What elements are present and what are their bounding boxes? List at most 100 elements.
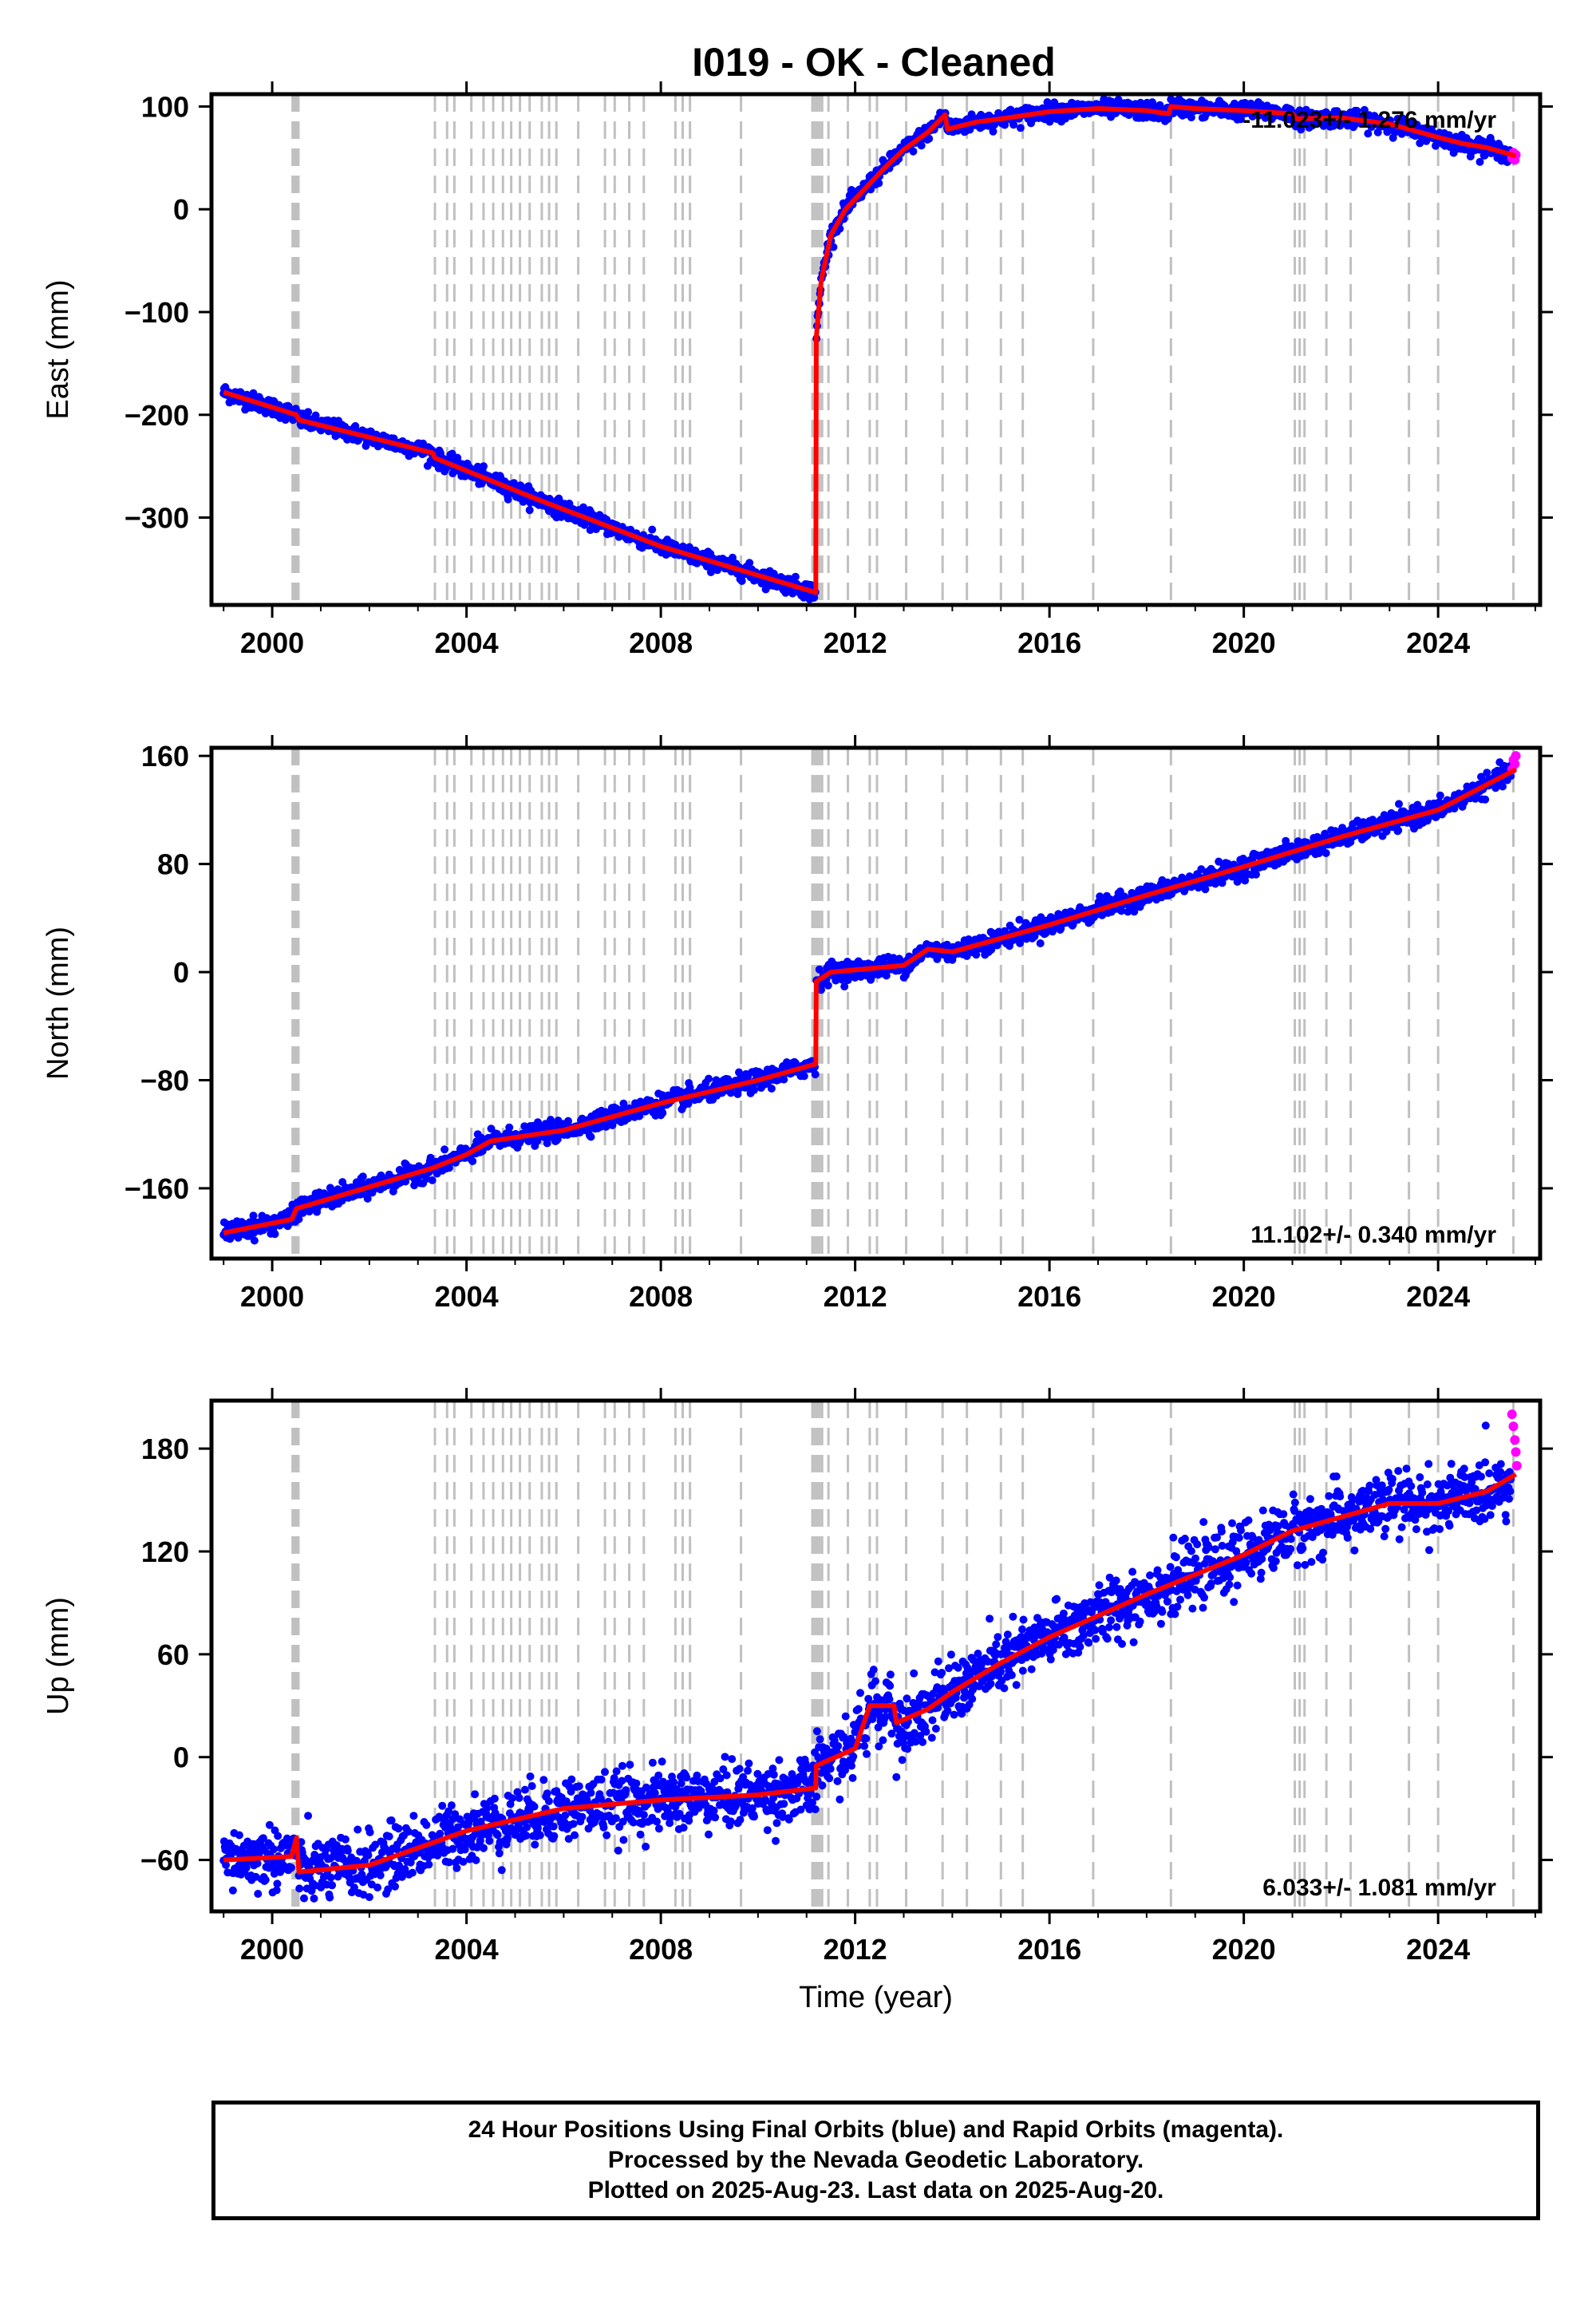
- final-orbit-point: [1360, 105, 1369, 114]
- final-orbit-point: [440, 1145, 449, 1154]
- x-tick-label: 2008: [629, 1280, 693, 1313]
- figure-title: I019 - OK - Cleaned: [692, 40, 1056, 85]
- final-orbit-point: [295, 1884, 304, 1893]
- model-fit-line: [223, 104, 1517, 595]
- final-orbit-point: [1106, 895, 1115, 903]
- y-tick-label: 0: [173, 956, 189, 989]
- rate-label: 11.102+/- 0.340 mm/yr: [1250, 1222, 1496, 1248]
- final-orbit-point: [875, 179, 883, 188]
- final-orbit-point: [249, 1211, 258, 1220]
- final-orbit-point: [371, 1840, 380, 1849]
- x-tick-label: 2004: [435, 626, 499, 659]
- final-orbit-point: [1036, 939, 1045, 947]
- rate-label: -11.023+/- 1.276 mm/yr: [1242, 107, 1496, 133]
- final-orbit-point: [271, 1230, 279, 1239]
- final-orbit-point: [480, 462, 488, 471]
- final-orbit-point: [358, 1172, 367, 1181]
- final-orbit-point: [840, 982, 849, 991]
- final-orbit-point: [326, 1873, 335, 1882]
- final-orbit-point: [510, 479, 518, 488]
- model-fit-line: [223, 767, 1517, 1235]
- final-orbit-point: [658, 1109, 667, 1117]
- final-orbit-point: [254, 1890, 263, 1898]
- axes-frame: [209, 92, 1543, 607]
- final-orbit-point: [365, 1893, 373, 1902]
- x-tick-label: 2000: [240, 1280, 304, 1313]
- final-orbit-point: [1117, 907, 1126, 915]
- final-orbit-point: [287, 1863, 295, 1872]
- final-orbit-point: [304, 1812, 313, 1820]
- final-orbit-point: [587, 1132, 595, 1141]
- final-orbit-point: [272, 1886, 281, 1895]
- y-tick-label: −100: [124, 296, 189, 329]
- x-tick-label: 2012: [824, 626, 887, 659]
- y-axis-label: North (mm): [41, 927, 75, 1080]
- final-orbit-point: [800, 1072, 808, 1081]
- up-panel: 2000 2004 2008 2012 2016 2020 2024180120600−60…: [41, 1388, 1553, 2014]
- final-orbit-point: [750, 1085, 758, 1094]
- final-orbit-point: [1436, 791, 1444, 800]
- final-orbit-point: [300, 1894, 308, 1903]
- final-orbit-point: [250, 1236, 259, 1245]
- x-tick-label: 2008: [629, 626, 693, 659]
- x-tick-label: 2000: [240, 626, 304, 659]
- final-orbit-point: [326, 1893, 334, 1902]
- final-orbit-point: [259, 1834, 267, 1843]
- final-orbit-point: [767, 1085, 776, 1093]
- final-orbit-point: [261, 1875, 270, 1884]
- rapid-orbit-point: [1510, 759, 1520, 769]
- final-orbit-point: [987, 945, 996, 954]
- final-orbit-point: [1483, 769, 1491, 777]
- final-orbit-point: [350, 1883, 358, 1892]
- final-orbit-point: [242, 1863, 251, 1872]
- final-orbit-point: [294, 1215, 303, 1223]
- final-orbit-point: [1499, 782, 1507, 791]
- x-tick-label: 2024: [1406, 626, 1470, 659]
- final-orbit-point: [1016, 124, 1025, 132]
- final-orbit-point: [824, 981, 832, 990]
- final-orbit-point: [829, 243, 838, 251]
- final-orbit-point: [851, 974, 859, 982]
- final-orbit-point: [1321, 849, 1330, 857]
- final-orbit-point: [1395, 800, 1403, 808]
- final-orbit-point: [1398, 114, 1407, 123]
- final-orbit-point: [1481, 795, 1490, 804]
- final-orbit-point: [1476, 157, 1484, 166]
- final-orbit-points: [219, 95, 1515, 603]
- x-tick-label: 2020: [1212, 626, 1276, 659]
- x-tick-label: 2020: [1212, 1280, 1276, 1313]
- final-orbit-point: [310, 1894, 318, 1903]
- final-orbit-point: [1096, 892, 1104, 901]
- final-orbit-point: [648, 525, 657, 534]
- final-orbit-point: [1201, 885, 1210, 894]
- final-orbit-point: [1187, 113, 1195, 122]
- final-orbit-point: [972, 951, 981, 959]
- final-orbit-point: [1282, 836, 1290, 845]
- final-orbit-point: [1241, 876, 1250, 885]
- final-orbit-point: [273, 1879, 282, 1888]
- final-orbit-point: [1233, 877, 1242, 886]
- final-orbit-points: [219, 1421, 1515, 1903]
- final-orbit-point: [1009, 121, 1018, 129]
- final-orbit-point: [365, 1828, 374, 1836]
- final-orbit-point: [304, 408, 313, 417]
- final-orbit-point: [525, 506, 534, 515]
- final-orbit-point: [925, 134, 934, 143]
- final-orbit-point: [351, 421, 360, 430]
- x-tick-label: 2024: [1406, 1280, 1470, 1313]
- final-orbit-point: [311, 411, 320, 420]
- final-orbit-point: [354, 1825, 362, 1834]
- final-orbit-point: [222, 1860, 231, 1869]
- final-orbit-point: [705, 1074, 713, 1083]
- final-orbit-point: [505, 1123, 514, 1132]
- final-orbit-point: [410, 1181, 419, 1190]
- final-orbit-point: [1016, 939, 1025, 947]
- final-orbit-point: [1369, 816, 1377, 824]
- final-orbit-point: [265, 1820, 274, 1829]
- final-orbit-point: [780, 1075, 788, 1084]
- y-tick-label: 80: [157, 848, 189, 881]
- x-tick-label: 2004: [435, 1280, 499, 1313]
- final-orbit-point: [989, 127, 998, 136]
- y-tick-label: −200: [124, 399, 189, 432]
- y-tick-label: 160: [141, 740, 189, 773]
